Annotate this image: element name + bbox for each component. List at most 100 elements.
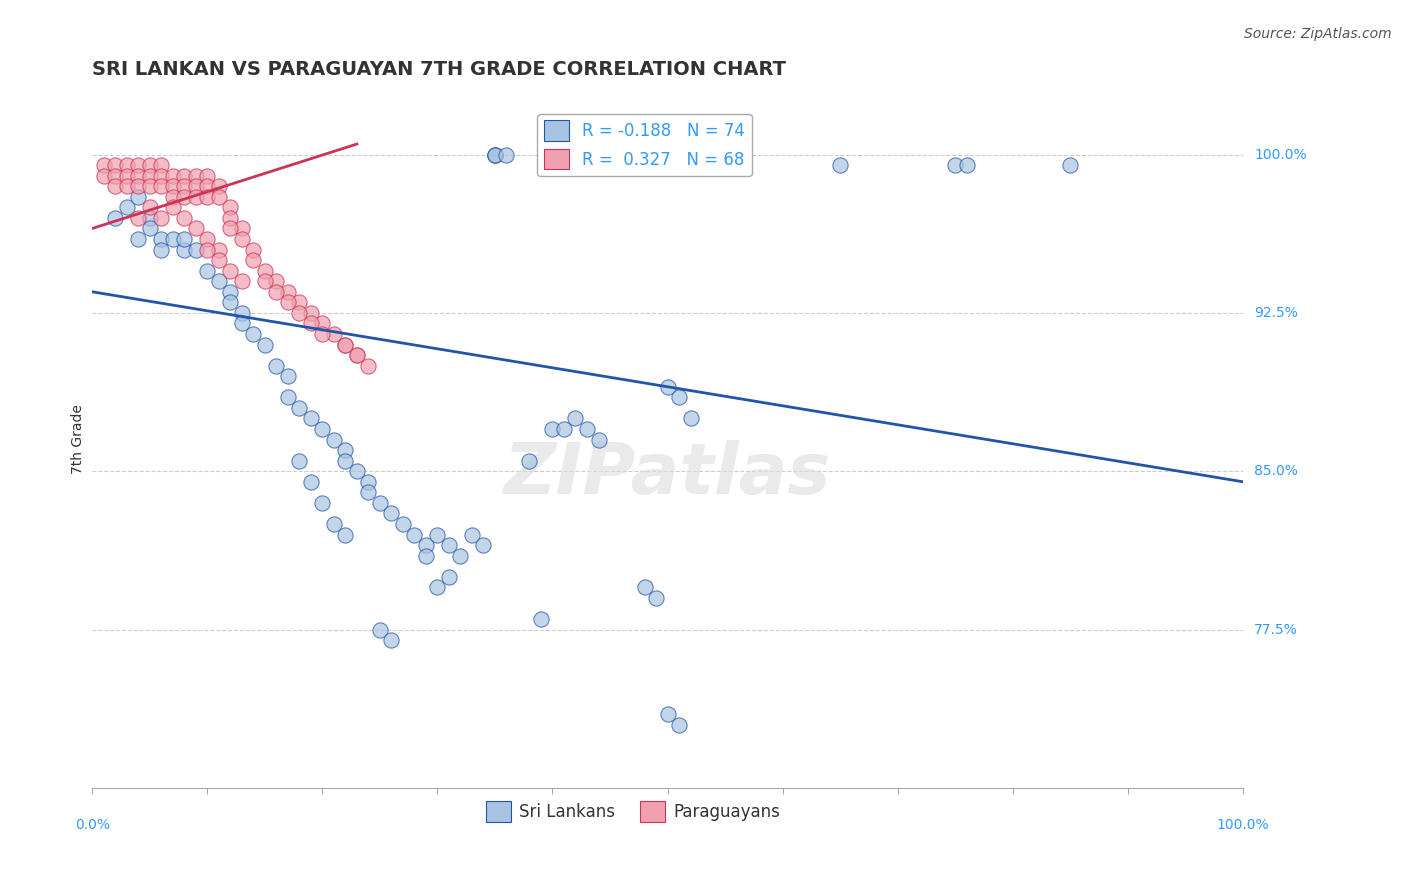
Point [266,285,288,299]
Point [208,179,231,194]
Point [299,411,322,425]
Point [219,285,242,299]
Point [335,443,357,458]
Point [1059,158,1081,172]
Y-axis label: 7th Grade: 7th Grade [72,405,86,475]
Point [219,221,242,235]
Point [231,274,253,288]
Point [173,243,195,257]
Point [184,190,207,204]
Point [127,232,149,246]
Text: Source: ZipAtlas.com: Source: ZipAtlas.com [1244,27,1392,41]
Point [231,221,253,235]
Point [208,274,231,288]
Point [253,274,276,288]
Point [311,326,333,341]
Point [173,190,195,204]
Point [195,243,218,257]
Point [437,570,460,584]
Point [208,253,231,268]
Point [346,348,368,362]
Point [541,422,564,436]
Point [530,612,553,626]
Point [219,263,242,277]
Point [426,527,449,541]
Point [208,190,231,204]
Point [150,169,173,183]
Point [449,549,471,563]
Point [184,221,207,235]
Point [322,326,344,341]
Point [277,369,299,384]
Point [253,263,276,277]
Point [322,516,344,531]
Point [150,232,173,246]
Point [426,580,449,594]
Point [830,158,852,172]
Point [138,221,160,235]
Point [943,158,966,172]
Point [104,211,127,225]
Point [253,337,276,351]
Point [668,390,690,404]
Point [184,179,207,194]
Point [138,169,160,183]
Point [415,549,437,563]
Point [115,158,138,172]
Point [357,475,380,489]
Point [277,285,299,299]
Point [322,433,344,447]
Point [173,232,195,246]
Point [404,527,426,541]
Point [195,263,218,277]
Point [231,232,253,246]
Point [173,179,195,194]
Point [668,717,690,731]
Point [392,516,415,531]
Text: 100.0%: 100.0% [1254,147,1306,161]
Point [657,706,679,721]
Point [519,453,541,467]
Point [564,411,586,425]
Point [138,158,160,172]
Text: 100.0%: 100.0% [1216,818,1270,832]
Point [231,306,253,320]
Point [679,411,702,425]
Point [104,169,127,183]
Text: 0.0%: 0.0% [75,818,110,832]
Point [219,200,242,214]
Point [162,169,184,183]
Point [335,337,357,351]
Point [242,253,264,268]
Point [173,169,195,183]
Point [127,158,149,172]
Point [150,158,173,172]
Point [657,380,679,394]
Point [357,485,380,500]
Point [219,211,242,225]
Point [127,211,149,225]
Point [242,243,264,257]
Text: SRI LANKAN VS PARAGUAYAN 7TH GRADE CORRELATION CHART: SRI LANKAN VS PARAGUAYAN 7TH GRADE CORRE… [93,60,786,78]
Point [195,169,218,183]
Point [127,179,149,194]
Point [311,317,333,331]
Point [368,623,391,637]
Point [184,169,207,183]
Point [299,475,322,489]
Point [138,211,160,225]
Point [115,179,138,194]
Point [553,422,575,436]
Legend: Sri Lankans, Paraguayans: Sri Lankans, Paraguayans [479,795,787,829]
Point [127,190,149,204]
Point [219,295,242,310]
Point [368,496,391,510]
Point [495,147,517,161]
Point [93,169,115,183]
Point [150,211,173,225]
Point [195,232,218,246]
Point [288,453,311,467]
Point [437,538,460,552]
Point [150,243,173,257]
Point [195,190,218,204]
